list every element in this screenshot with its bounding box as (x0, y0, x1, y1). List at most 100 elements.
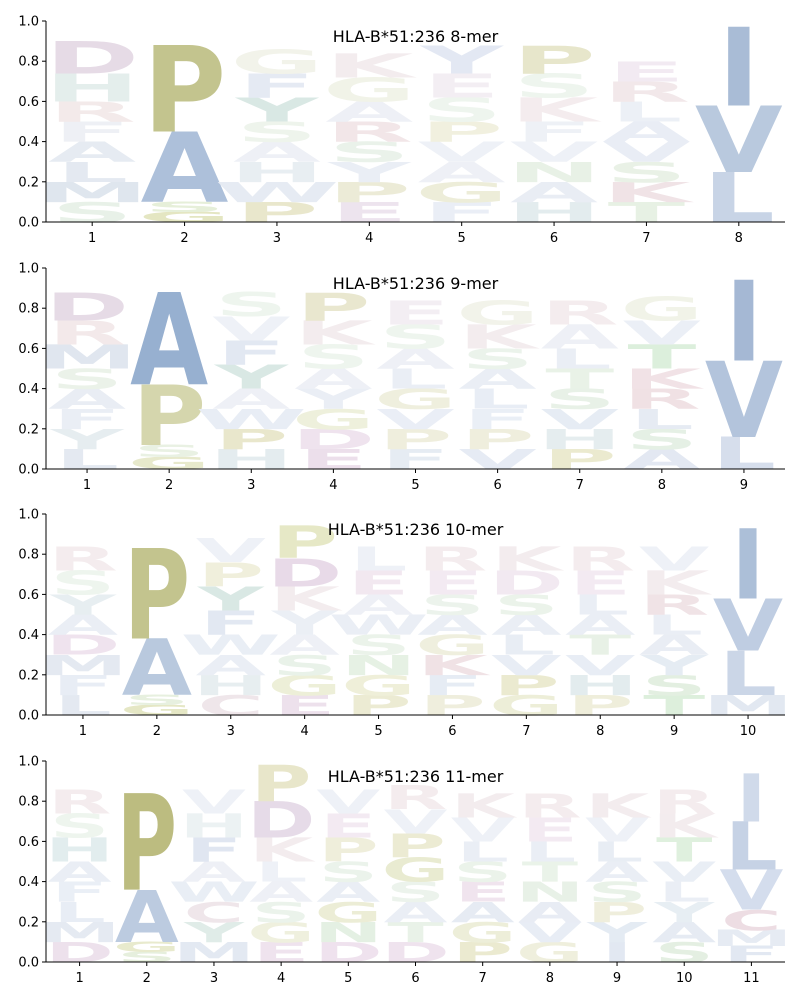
residue-letter: Y (183, 916, 246, 948)
y-tick-label: 0.2 (18, 668, 39, 683)
residue-letter: E (421, 564, 483, 602)
residue-letter: L (56, 156, 128, 188)
y-tick-label: 0.6 (18, 835, 39, 850)
y-tick-label: 0.2 (18, 175, 39, 190)
residue-letter: L (719, 639, 777, 710)
x-tick-label: 5 (458, 231, 466, 246)
y-tick-label: 0.4 (18, 135, 39, 150)
residue-letter: A (518, 896, 582, 928)
residue-letter: A (384, 896, 448, 928)
residue-letter: E (608, 56, 686, 88)
residue-letter: R (48, 96, 135, 128)
y-tick-label: 0.0 (18, 463, 39, 478)
position-stack-9: LVI (705, 258, 783, 480)
residue-letter: A (182, 856, 246, 888)
residue-letter: S (297, 338, 370, 377)
chart-title: HLA-B*51:236 9-mer (333, 274, 499, 293)
residue-letter: A (233, 136, 321, 168)
x-tick-label: 7 (576, 478, 584, 493)
residue-letter: L (645, 609, 703, 641)
residue-letter: L (383, 363, 447, 395)
x-tick-label: 10 (676, 971, 693, 986)
residue-letter: V (510, 136, 598, 168)
residue-letter: L (725, 809, 778, 886)
residue-letter: A (270, 629, 340, 661)
residue-letter: V (376, 403, 454, 435)
residue-letter: L (548, 343, 612, 375)
residue-letter: R (384, 779, 448, 817)
residue-letter: Y (49, 424, 125, 456)
residue-letter: P (132, 368, 206, 465)
residue-letter: K (623, 363, 705, 395)
residue-letter: V (623, 314, 701, 353)
x-tick-label: 1 (75, 971, 83, 986)
residue-letter: R (623, 383, 701, 415)
residue-letter: Y (49, 589, 118, 621)
residue-letter: R (603, 76, 690, 108)
residue-letter: P (318, 831, 379, 869)
residue-letter: F (515, 116, 593, 148)
x-tick-label: 1 (83, 478, 91, 493)
residue-letter: A (376, 343, 454, 375)
residue-letter: R (541, 293, 619, 332)
y-tick-label: 0.8 (18, 795, 39, 810)
residue-letter: H (179, 807, 248, 845)
y-tick-label: 0.2 (18, 915, 39, 930)
residue-letter: T (656, 831, 712, 869)
residue-letter: G (341, 669, 416, 701)
x-tick-label: 8 (735, 231, 743, 246)
residue-letter: V (212, 310, 290, 349)
residue-letter: G (323, 71, 416, 110)
x-tick-label: 5 (344, 971, 352, 986)
x-tick-label: 2 (165, 478, 173, 493)
residue-letter: A (652, 916, 716, 948)
residue-letter: G (247, 916, 315, 948)
residue-letter: Y (327, 156, 412, 188)
residue-letter: V (719, 859, 783, 923)
residue-letter: V (713, 585, 783, 668)
residue-letter: R (652, 783, 716, 821)
residue-letter: G (113, 939, 181, 955)
x-tick-label: 3 (227, 724, 235, 739)
residue-letter: W (328, 609, 428, 641)
residue-letter: A (196, 649, 266, 681)
residue-letter: G (449, 916, 517, 948)
residue-letter: K (451, 787, 518, 825)
residue-letter: S (386, 876, 445, 908)
residue-letter: H (45, 831, 114, 869)
residue-letter: P (296, 285, 370, 330)
x-tick-label: 10 (740, 724, 757, 739)
residue-letter: H (229, 156, 324, 188)
logo-panels: SMLAFRHDGSAPPWHASYFGEPYSRAGKFGAVPSEYHANV… (18, 6, 793, 986)
logo-panel-2: LYFASMRDGSPAHPWAYFVSEDGYASKPFPVGLASEVPFL… (18, 258, 785, 493)
x-tick-label: 2 (143, 971, 151, 986)
y-tick-label: 0.4 (18, 875, 39, 890)
residue-letter: A (491, 609, 561, 641)
y-tick-label: 1.0 (18, 262, 39, 277)
residue-letter: G (292, 403, 375, 435)
x-tick-label: 3 (273, 231, 281, 246)
residue-letter: Y (419, 37, 505, 82)
x-tick-label: 2 (180, 231, 188, 246)
residue-letter: M (38, 649, 128, 681)
residue-letter: D (267, 551, 342, 596)
residue-letter: V (491, 649, 561, 681)
residue-letter: S (328, 136, 410, 168)
residue-letter: P (512, 37, 595, 82)
residue-letter: F (200, 605, 262, 643)
residue-letter: L (630, 403, 694, 435)
residue-letter: S (641, 669, 706, 701)
residue-letter: T (387, 916, 443, 948)
residue-letter: L (350, 540, 408, 578)
residue-letter: H (538, 424, 622, 456)
